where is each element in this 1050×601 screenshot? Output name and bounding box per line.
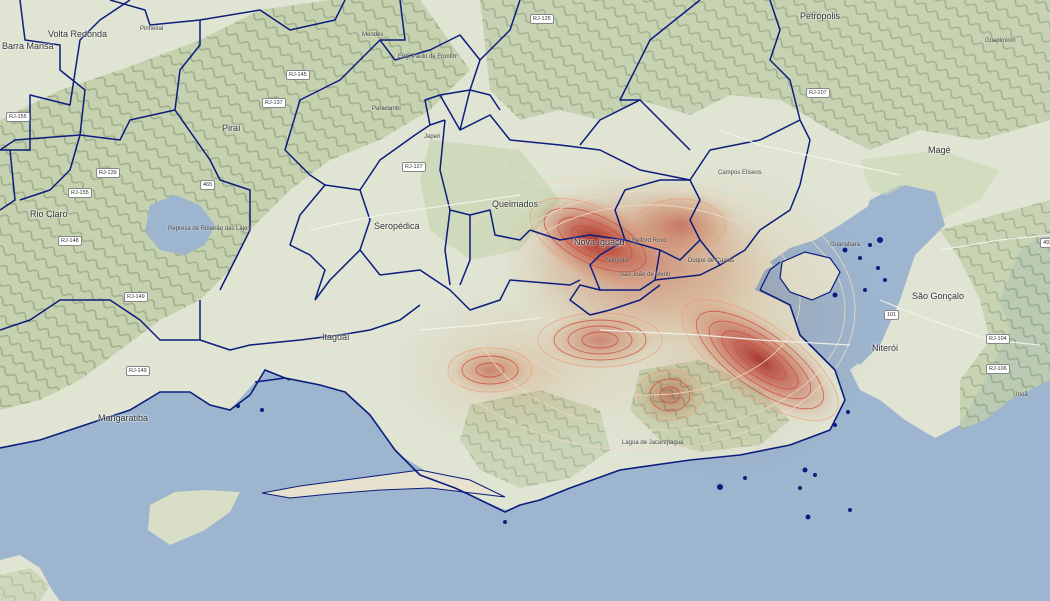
road-shield: RJ-149	[126, 366, 150, 376]
label-volta-redonda: Volta Redonda	[48, 29, 108, 39]
label-rio-claro: Rio Claro	[30, 209, 68, 219]
road-shield: RJ-127	[402, 162, 426, 172]
label-itaguai: Itaguaí	[322, 332, 350, 342]
contour-lines	[284, 137, 856, 451]
road-shield: RJ-155	[6, 112, 30, 122]
label-duque-de-caxias: Duque de Caxias	[688, 258, 735, 264]
label-guapimirim: Guapimirim	[985, 38, 1016, 44]
label-paracambi: Paracambi	[372, 106, 401, 112]
road-shield: RJ-148	[58, 236, 82, 246]
label-mage: Magé	[928, 145, 951, 155]
serra-north	[480, 0, 1050, 150]
road-shield: RJ-155	[68, 188, 92, 198]
road-shield: RJ-139	[96, 168, 120, 178]
marambaia-island	[148, 490, 240, 545]
ilha-grande	[0, 568, 50, 601]
label-seropedica: Seropédica	[374, 221, 420, 231]
road-shield: RJ-145	[286, 70, 310, 80]
road-shield: 101	[884, 310, 900, 320]
municipal-boundaries	[0, 0, 811, 351]
road-shield: RJ-137	[262, 98, 286, 108]
label-campos-eliseos: Campos Elíseos	[718, 170, 762, 176]
serra-east	[940, 200, 1050, 430]
label-niteroi: Niterói	[872, 343, 899, 353]
label-japeri: Japeri	[424, 134, 441, 140]
mage-green	[860, 150, 1000, 220]
label-pinheiral: Pinheiral	[140, 26, 164, 32]
road-shield: RJ-106	[986, 364, 1010, 374]
label-paulo-frontin: Eng. Paulo de Frontin	[398, 54, 457, 60]
label-represa: Represa de Ribeirão das Lajes	[168, 226, 251, 232]
road-shield: RJ-125	[530, 14, 554, 24]
label-nova-iguacu: Nova Iguaçu	[574, 237, 625, 247]
coastline-outline	[254, 289, 846, 513]
label-belford-roxo: Belford Roxo	[632, 238, 667, 244]
represa-lajes	[145, 195, 215, 255]
sepetiba-bay	[130, 378, 455, 505]
serra-west	[0, 0, 470, 410]
islands	[236, 237, 887, 524]
road-shield: RJ-149	[124, 292, 148, 302]
label-inoa: Inoã	[1016, 392, 1028, 398]
label-guanabara: Guanabara	[830, 242, 861, 248]
label-mendes: Mendes	[362, 32, 384, 38]
road-shield: 493	[1040, 238, 1050, 248]
label-sao-goncalo: São Gonçalo	[912, 291, 965, 301]
heatmap-layer	[390, 160, 880, 480]
label-queimados: Queimados	[492, 199, 539, 209]
label-nilopolis: Nilópolis	[606, 258, 629, 264]
label-sao-joao-meriti: São João de Meriti	[620, 272, 671, 278]
label-lagoa-jacarepagua: Lagoa de Jacarepaguá	[622, 440, 684, 446]
coast-west	[0, 369, 291, 449]
label-barra-mansa: Barra Mansa	[2, 41, 54, 51]
label-petropolis: Petrópolis	[800, 11, 841, 21]
road-shield: RJ-104	[986, 334, 1010, 344]
label-mangaratiba: Mangaratiba	[98, 413, 149, 423]
roads	[309, 129, 1050, 346]
label-pirai: Piraí	[222, 123, 241, 133]
road-shield: 465	[200, 180, 216, 190]
restinga-marambaia	[261, 469, 506, 499]
road-shield: RJ-107	[806, 88, 830, 98]
